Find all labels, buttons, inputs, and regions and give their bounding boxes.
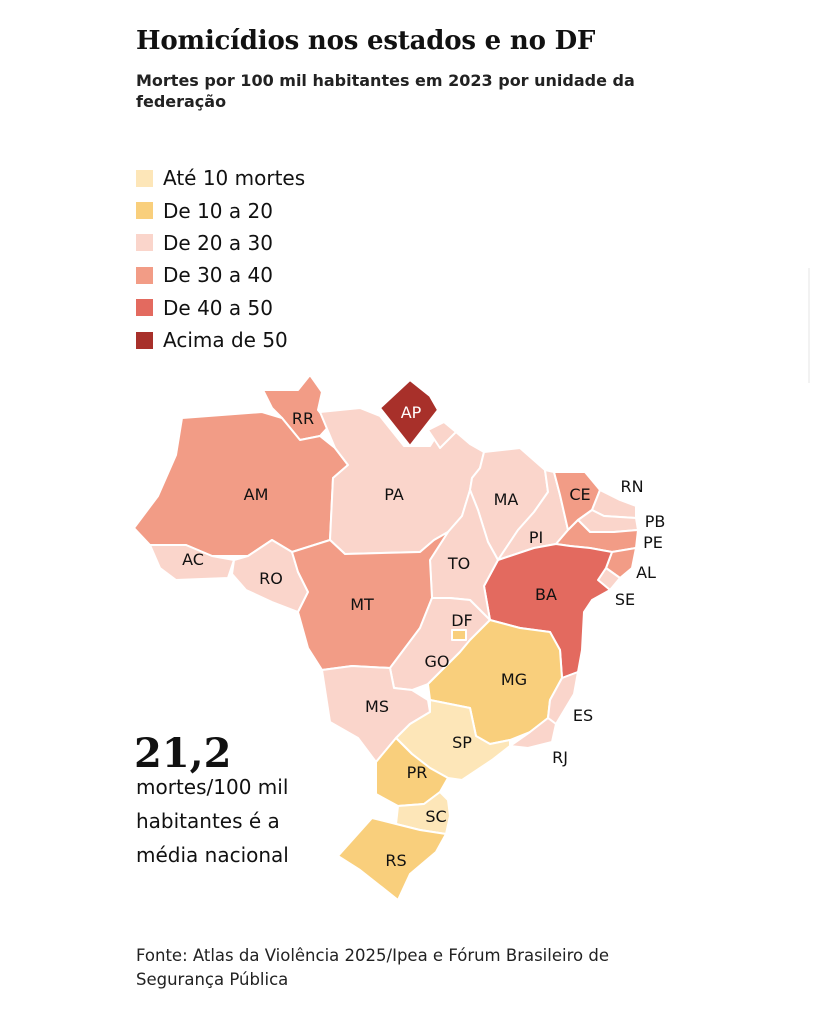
legend-swatch: [136, 299, 153, 317]
legend-item: De 30 a 40: [136, 259, 305, 291]
state-label-BA: BA: [535, 585, 557, 604]
national-average-text: mortes/100 mil habitantes é a média naci…: [136, 775, 289, 867]
state-label-RO: RO: [259, 569, 283, 588]
state-label-RN: RN: [620, 477, 643, 496]
legend-item: Acima de 50: [136, 324, 305, 356]
state-label-ES: ES: [573, 706, 593, 725]
state-DF: [451, 629, 467, 641]
state-label-AP: AP: [401, 403, 422, 422]
legend-label: Acima de 50: [163, 328, 288, 353]
state-label-GO: GO: [425, 652, 450, 671]
state-label-PA: PA: [384, 485, 404, 504]
state-label-RR: RR: [292, 409, 314, 428]
state-label-RS: RS: [385, 851, 406, 870]
legend-label: De 30 a 40: [163, 263, 273, 288]
state-label-TO: TO: [447, 554, 470, 573]
legend-label: Até 10 mortes: [163, 166, 306, 191]
legend-item: De 40 a 50: [136, 292, 305, 324]
legend-swatch: [136, 169, 153, 187]
legend-item: De 20 a 30: [136, 227, 305, 259]
legend-label: De 40 a 50: [163, 295, 273, 320]
state-label-AC: AC: [182, 550, 204, 569]
state-AP-island: [427, 421, 457, 449]
state-label-MG: MG: [501, 670, 527, 689]
legend-swatch: [136, 234, 153, 252]
legend-item: Até 10 mortes: [136, 162, 305, 194]
state-label-SP: SP: [452, 733, 472, 752]
legend-label: De 10 a 20: [163, 198, 273, 223]
state-AC: [149, 544, 235, 581]
state-label-MS: MS: [365, 697, 389, 716]
legend-swatch: [136, 266, 153, 284]
state-RS: [337, 817, 447, 901]
state-label-SC: SC: [425, 807, 446, 826]
state-label-PI: PI: [529, 528, 543, 547]
state-label-CE: CE: [569, 485, 590, 504]
state-label-AL: AL: [636, 563, 656, 582]
legend-item: De 10 a 20: [136, 194, 305, 226]
state-label-AM: AM: [244, 485, 269, 504]
state-label-MT: MT: [350, 595, 374, 614]
state-label-PR: PR: [407, 763, 428, 782]
state-label-RJ: RJ: [552, 748, 568, 767]
source-note: Fonte: Atlas da Violência 2025/Ipea e Fó…: [136, 946, 609, 989]
legend-swatch: [136, 202, 153, 220]
state-label-DF: DF: [451, 611, 473, 630]
state-MG: [427, 619, 563, 745]
chart-subtitle: Mortes por 100 mil habitantes em 2023 po…: [136, 71, 635, 111]
state-label-MA: MA: [494, 490, 519, 509]
divider: [808, 268, 810, 383]
state-PR: [375, 737, 449, 807]
state-label-PE: PE: [643, 533, 663, 552]
legend-label: De 20 a 30: [163, 230, 273, 255]
national-average-value: 21,2: [134, 730, 232, 777]
chart-title: Homicídios nos estados e no DF: [136, 26, 596, 56]
legend: Até 10 mortes De 10 a 20 De 20 a 30 De 3…: [136, 162, 305, 356]
state-AP: [379, 379, 439, 447]
state-label-PB: PB: [645, 512, 666, 531]
state-label-SE: SE: [615, 590, 635, 609]
legend-swatch: [136, 331, 153, 349]
